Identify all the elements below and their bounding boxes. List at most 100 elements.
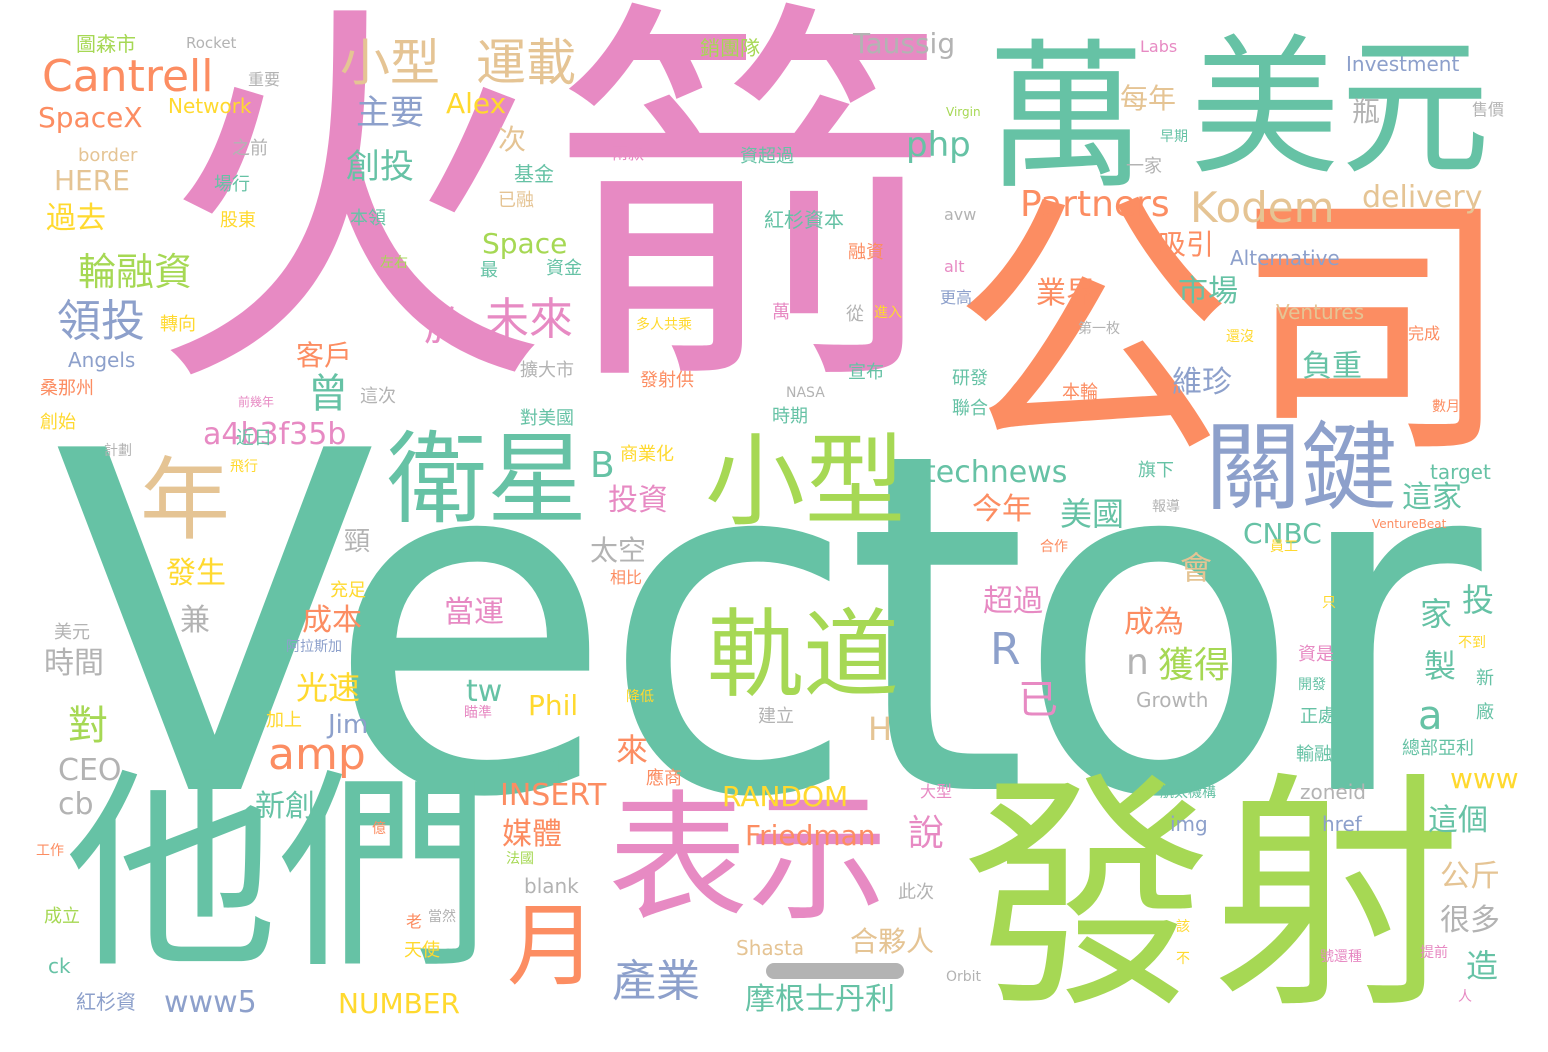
cloud-word: 銷團隊 — [700, 36, 760, 60]
cloud-word: Cantrell — [42, 51, 214, 102]
cloud-word: 本領 — [350, 208, 386, 229]
cloud-word: 頸 — [344, 527, 371, 557]
cloud-word: a — [1418, 693, 1443, 739]
cloud-word: 獲得 — [1158, 645, 1231, 686]
cloud-word: B — [590, 445, 615, 486]
cloud-word: 售價 — [1472, 100, 1505, 119]
cloud-word: 輸融 — [1296, 744, 1332, 765]
cloud-word: 聯合 — [952, 398, 988, 419]
cloud-word: Alex — [446, 87, 507, 120]
cloud-word: 紅杉資 — [76, 990, 136, 1014]
cloud-word: 宣布 — [848, 362, 884, 383]
cloud-word: 表示 — [608, 778, 889, 941]
cloud-word: 加上 — [266, 710, 302, 731]
cloud-word: Partners — [1020, 184, 1170, 225]
cloud-word: 一家 — [1126, 156, 1162, 177]
cloud-word: 提前 — [1420, 945, 1448, 961]
cloud-word: 曾 — [308, 371, 348, 417]
cloud-word: 吸引 — [1158, 228, 1215, 261]
cloud-word: 號還種 — [1320, 949, 1362, 965]
cloud-word: RANDOM — [722, 780, 849, 813]
cloud-word: H — [868, 710, 893, 748]
cloud-word: 天使 — [404, 940, 440, 961]
cloud-word: 充足 — [330, 580, 366, 601]
cloud-word: 主要 — [356, 93, 424, 133]
cloud-word: 還沒 — [1226, 329, 1254, 345]
cloud-word: 產業 — [612, 956, 700, 1007]
cloud-word: tw — [466, 674, 503, 709]
cloud-word: NUMBER — [338, 987, 460, 1020]
cloud-word: Vector — [54, 353, 1482, 900]
cloud-word: 衛星 — [387, 421, 587, 538]
cloud-word: 每年 — [1120, 82, 1177, 115]
cloud-word: 瞄準 — [464, 705, 492, 721]
cloud-word: 商業化 — [620, 444, 674, 465]
cloud-word: 圖森市 — [76, 32, 136, 56]
cloud-word: Network — [168, 94, 252, 118]
cloud-word: 運載 — [476, 34, 576, 92]
cloud-word: Kodem — [1190, 183, 1335, 232]
cloud-word: 業界 — [1036, 276, 1096, 311]
cloud-word: 不到 — [1458, 635, 1486, 651]
cloud-word: 光速 — [296, 669, 361, 707]
cloud-word: 公斤 — [1440, 859, 1500, 894]
cloud-word: n — [1126, 642, 1149, 683]
cloud-word: 小型 — [705, 423, 905, 540]
cloud-word: 成本 — [302, 603, 362, 638]
cloud-word: 火箭 — [150, 0, 950, 437]
cloud-word: 年 — [140, 448, 230, 553]
cloud-word: 重要 — [248, 70, 281, 89]
cloud-word: ck — [48, 954, 71, 978]
cloud-word: 很多 — [1440, 903, 1500, 938]
cloud-word: 發生 — [166, 556, 226, 591]
cloud-word: Jim — [328, 710, 369, 740]
cloud-word: R — [990, 624, 1021, 675]
cloud-word: 萬 — [986, 24, 1147, 211]
cloud-word: Shasta — [736, 936, 805, 960]
cloud-word: target — [1430, 460, 1491, 484]
cloud-word: 大型 — [920, 782, 953, 801]
cloud-word: 發射 — [962, 751, 1462, 1042]
cloud-word: 次 — [498, 123, 527, 156]
cloud-word: 最 — [480, 260, 498, 281]
cloud-word: 融資 — [848, 242, 884, 263]
scrollbar-handle — [766, 963, 904, 979]
cloud-word: 研發 — [952, 368, 988, 389]
cloud-word: delivery — [1362, 180, 1483, 215]
cloud-word: 瓶 — [1352, 95, 1381, 128]
cloud-word: 成為 — [1124, 605, 1184, 640]
cloud-word: Friedman — [745, 819, 876, 852]
cloud-word: 會 — [1180, 549, 1213, 587]
cloud-word: 法國 — [506, 851, 534, 867]
cloud-word: avw — [944, 205, 977, 224]
cloud-word: 紅杉資本 — [764, 208, 844, 232]
cloud-word: 市場 — [1178, 274, 1238, 309]
cloud-word: 航太機構 — [1160, 785, 1216, 801]
cloud-word: 創始 — [40, 412, 76, 433]
cloud-word: Virgin — [946, 105, 981, 119]
cloud-word: 此次 — [898, 882, 934, 903]
cloud-word: 製 — [1424, 647, 1457, 685]
cloud-word: SpaceX — [38, 101, 143, 134]
cloud-word: HERE — [54, 164, 130, 197]
cloud-word: 旗下 — [1138, 460, 1174, 481]
cloud-word: 萬 — [772, 302, 790, 323]
cloud-word: 摩根士丹利 — [745, 982, 895, 1017]
cloud-word: 更高 — [940, 288, 973, 307]
cloud-word: 前幾年 — [238, 395, 275, 409]
cloud-word: 總部亞利 — [1402, 738, 1474, 759]
cloud-word: 億 — [372, 821, 386, 837]
cloud-word: Alternative — [1230, 246, 1340, 270]
cloud-word: 輪融資 — [78, 250, 193, 294]
cloud-word: 成立 — [44, 906, 80, 927]
cloud-word: 於 — [424, 304, 464, 350]
cloud-word: 該 — [1176, 919, 1190, 935]
cloud-word: 應商 — [646, 768, 682, 789]
cloud-word: 擴大市 — [520, 360, 574, 381]
cloud-word: Labs — [1140, 37, 1178, 56]
cloud-word: 不 — [1176, 951, 1190, 967]
cloud-word: technews — [924, 455, 1068, 490]
cloud-word: CEO — [58, 753, 122, 788]
cloud-word: 新 — [1476, 668, 1494, 689]
